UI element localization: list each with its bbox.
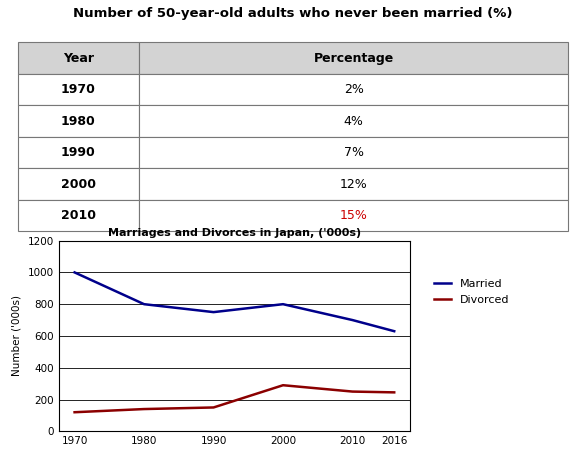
Text: 15%: 15%	[340, 209, 367, 222]
Bar	[139, 43, 568, 74]
Bar	[139, 168, 568, 200]
Text: 1990: 1990	[61, 146, 96, 159]
Text: 1970: 1970	[61, 83, 96, 96]
Bar	[139, 74, 568, 105]
Bar	[18, 74, 139, 105]
Bar	[18, 168, 139, 200]
Bar	[139, 200, 568, 232]
Text: Number of 50-year-old adults who never been married (%): Number of 50-year-old adults who never b…	[73, 7, 513, 20]
Legend: Married, Divorced: Married, Divorced	[430, 275, 514, 309]
Text: Year: Year	[63, 52, 94, 65]
Bar	[18, 200, 139, 232]
Bar	[139, 105, 568, 137]
Text: 2010: 2010	[61, 209, 96, 222]
Bar	[18, 43, 139, 74]
Title: Marriages and Divorces in Japan, ('000s): Marriages and Divorces in Japan, ('000s)	[108, 228, 361, 238]
Text: 2000: 2000	[61, 178, 96, 191]
Text: 7%: 7%	[343, 146, 363, 159]
Y-axis label: Number ('000s): Number ('000s)	[12, 296, 22, 376]
Text: 4%: 4%	[343, 115, 363, 128]
Text: Percentage: Percentage	[314, 52, 394, 65]
Bar	[18, 137, 139, 168]
Text: 1980: 1980	[61, 115, 96, 128]
Text: 2%: 2%	[343, 83, 363, 96]
Bar	[139, 137, 568, 168]
Bar	[18, 105, 139, 137]
Text: 12%: 12%	[340, 178, 367, 191]
